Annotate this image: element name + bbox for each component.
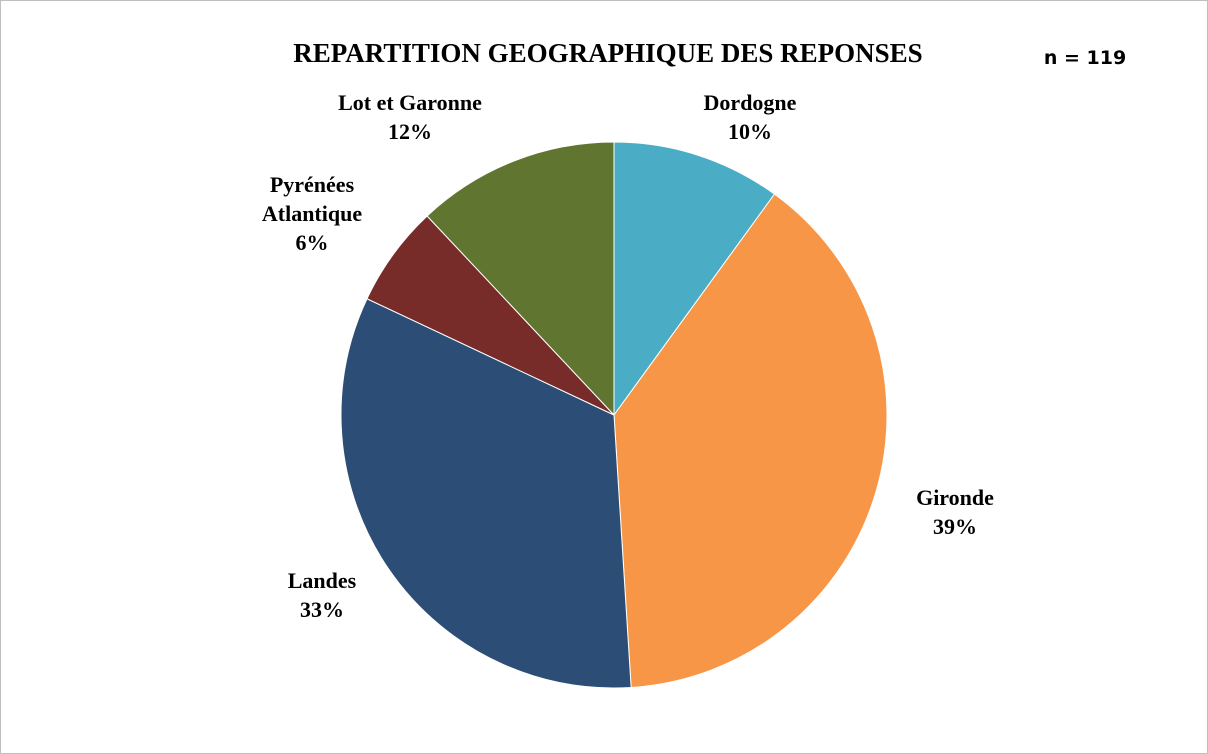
slice-value-label: 33% bbox=[300, 597, 344, 622]
pie-slice bbox=[426, 141, 615, 417]
chart-title: REPARTITION GEOGRAPHIQUE DES REPONSES bbox=[293, 38, 922, 68]
slice-label: Lot et Garonne bbox=[338, 90, 482, 115]
slice-value-label: 10% bbox=[728, 119, 772, 144]
slice-value-label: 12% bbox=[388, 119, 432, 144]
slice-label: Pyrénées Atlantique bbox=[262, 172, 362, 226]
pie-slice bbox=[613, 193, 888, 688]
annotation: n = 119 bbox=[1044, 47, 1126, 69]
pie-slice bbox=[340, 298, 632, 689]
pie-slice bbox=[613, 141, 776, 417]
slice-value-label: 39% bbox=[933, 514, 977, 539]
slice-label: Landes bbox=[288, 568, 357, 593]
slice-value-label: 6% bbox=[296, 230, 329, 255]
slice-label: Dordogne bbox=[704, 90, 797, 115]
slice-label: Gironde bbox=[916, 485, 994, 510]
